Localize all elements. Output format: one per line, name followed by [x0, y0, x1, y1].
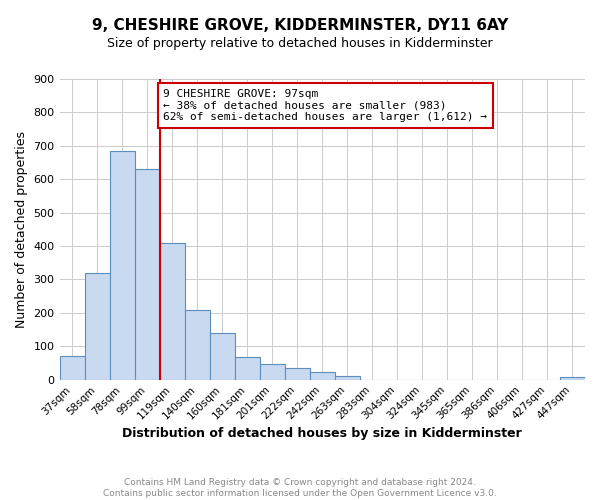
- Text: Contains HM Land Registry data © Crown copyright and database right 2024.
Contai: Contains HM Land Registry data © Crown c…: [103, 478, 497, 498]
- Text: Size of property relative to detached houses in Kidderminster: Size of property relative to detached ho…: [107, 38, 493, 51]
- Text: 9, CHESHIRE GROVE, KIDDERMINSTER, DY11 6AY: 9, CHESHIRE GROVE, KIDDERMINSTER, DY11 6…: [92, 18, 508, 32]
- Bar: [260, 364, 285, 380]
- Text: 9 CHESHIRE GROVE: 97sqm
← 38% of detached houses are smaller (983)
62% of semi-d: 9 CHESHIRE GROVE: 97sqm ← 38% of detache…: [163, 89, 487, 122]
- Bar: [160, 242, 185, 380]
- Bar: [335, 376, 360, 380]
- X-axis label: Distribution of detached houses by size in Kidderminster: Distribution of detached houses by size …: [122, 427, 522, 440]
- Bar: [110, 151, 134, 380]
- Bar: [134, 169, 160, 380]
- Bar: [310, 372, 335, 380]
- Y-axis label: Number of detached properties: Number of detached properties: [15, 131, 28, 328]
- Bar: [209, 333, 235, 380]
- Bar: [59, 356, 85, 380]
- Bar: [285, 368, 310, 380]
- Bar: [235, 357, 260, 380]
- Bar: [185, 310, 209, 380]
- Bar: [85, 273, 110, 380]
- Bar: [560, 378, 585, 380]
